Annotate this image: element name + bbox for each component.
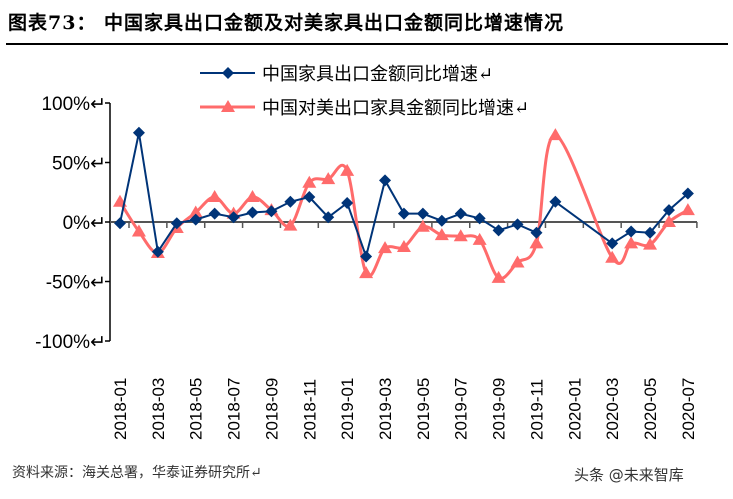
- x-tick-label: 2018-05: [187, 378, 206, 440]
- data-point-1: [644, 226, 657, 239]
- x-tick-label: 2019-07: [452, 378, 471, 440]
- data-point-1: [208, 207, 221, 220]
- x-tick-label: 2020-05: [641, 378, 660, 440]
- data-point-1: [114, 217, 126, 230]
- data-point-1: [511, 218, 524, 231]
- data-point-2: [529, 236, 544, 249]
- source-note: 资料来源：海关总署，华泰证券研究所↵: [12, 465, 262, 481]
- data-point-1: [379, 174, 392, 187]
- data-point-2: [415, 219, 430, 232]
- y-tick-label: 100%↵: [41, 94, 106, 115]
- data-point-1: [189, 213, 202, 226]
- data-point-2: [283, 218, 298, 231]
- data-point-2: [548, 128, 563, 141]
- data-point-1: [625, 225, 638, 238]
- legend-marker-1: [222, 67, 234, 79]
- data-point-2: [188, 205, 203, 218]
- legend-label-2: 中国对美出口家具金额同比增速↵: [262, 98, 529, 119]
- y-tick-label: 0%↵: [63, 213, 106, 234]
- x-tick-label: 2018-09: [262, 378, 281, 440]
- legend-marker-2: [221, 100, 235, 112]
- x-tick-label: 2020-03: [603, 378, 622, 440]
- data-point-2: [624, 236, 639, 249]
- data-point-1: [170, 217, 183, 230]
- data-point-2: [434, 228, 449, 241]
- data-point-2: [472, 232, 487, 245]
- x-tick-label: 2018-11: [300, 379, 319, 440]
- title-divider: [6, 43, 728, 45]
- figure-title: 图表73： 中国家具出口金额及对美家具出口金额同比增速情况: [8, 12, 565, 34]
- data-point-1: [397, 207, 410, 220]
- data-point-1: [132, 126, 145, 139]
- data-point-2: [321, 172, 336, 185]
- x-tick-label: 2019-05: [414, 378, 433, 440]
- data-point-1: [454, 207, 467, 220]
- data-point-1: [416, 207, 429, 220]
- x-tick-label: 2019-11: [527, 379, 546, 440]
- data-point-1: [473, 212, 486, 225]
- data-point-2: [245, 190, 260, 203]
- series-line-2: [118, 133, 689, 281]
- data-point-1: [246, 206, 259, 219]
- data-point-1: [492, 224, 505, 237]
- data-point-1: [435, 214, 448, 227]
- y-tick-label: 50%↵: [52, 154, 106, 175]
- x-tick-label: 2018-07: [225, 378, 244, 440]
- x-tick-label: 2020-07: [679, 378, 698, 440]
- data-point-2: [510, 255, 525, 268]
- data-point-2: [661, 215, 676, 227]
- y-tick-label: -50%↵: [46, 273, 106, 294]
- x-tick-label: 2018-01: [111, 378, 130, 440]
- data-point-2: [491, 270, 506, 283]
- data-point-2: [207, 190, 222, 203]
- data-point-2: [340, 163, 355, 176]
- x-tick-label: 2019-03: [376, 378, 395, 440]
- data-point-2: [396, 239, 411, 252]
- data-point-1: [265, 205, 278, 218]
- y-tick-label: -100%↵: [35, 332, 106, 353]
- data-point-2: [359, 266, 374, 279]
- data-point-2: [131, 224, 146, 237]
- x-tick-label: 2020-01: [565, 378, 584, 440]
- data-point-1: [606, 237, 619, 250]
- data-point-1: [681, 187, 694, 200]
- x-tick-label: 2019-01: [338, 378, 357, 440]
- data-point-1: [303, 191, 316, 204]
- data-point-2: [605, 250, 620, 263]
- data-point-2: [378, 241, 393, 254]
- data-point-1: [360, 250, 373, 263]
- data-point-1: [227, 211, 240, 224]
- data-point-1: [341, 196, 354, 209]
- x-tick-label: 2019-09: [490, 378, 509, 440]
- data-point-1: [284, 195, 297, 208]
- x-tick-label: 2018-03: [149, 378, 168, 440]
- data-point-1: [549, 195, 562, 208]
- data-point-1: [530, 226, 543, 239]
- data-point-2: [643, 237, 658, 250]
- data-point-1: [151, 245, 164, 258]
- data-point-1: [662, 204, 675, 217]
- data-point-1: [322, 211, 335, 224]
- legend-label-1: 中国家具出口金额同比增速↵: [262, 64, 493, 85]
- data-point-2: [302, 175, 317, 188]
- data-point-2: [680, 203, 695, 216]
- data-point-2: [453, 229, 468, 242]
- watermark: 头条 @未来智库: [574, 466, 684, 484]
